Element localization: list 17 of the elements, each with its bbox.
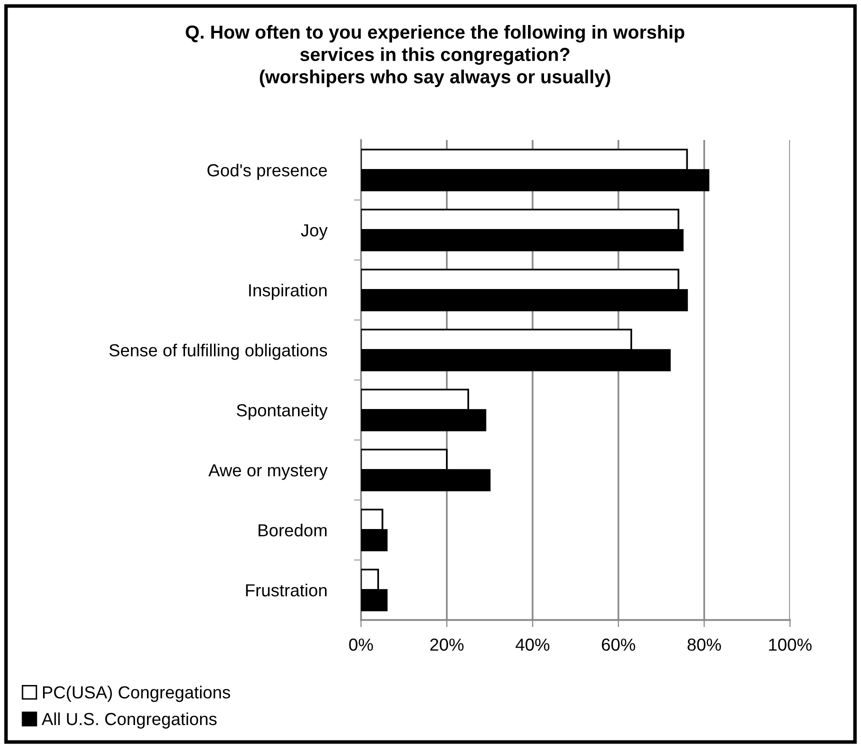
y-tick-label: Joy: [300, 224, 328, 240]
chart-title: Q. How often to you experience the following in worship services in this congregation? (worshipers who say always or usually): [186, 25, 684, 88]
x-tick-label: 0%: [349, 638, 373, 651]
y-tick-label: God's presence: [207, 164, 327, 180]
x-tick-label: 60%: [602, 638, 636, 651]
legend-label: PC(USA) Congregations: [43, 686, 230, 702]
x-tick-label: 100%: [769, 638, 812, 651]
y-tick-label: Awe or mystery: [208, 464, 328, 480]
y-tick-label: Sense of fulfilling obligations: [109, 344, 328, 360]
y-tick-label: Inspiration: [249, 284, 327, 300]
y-tick-label: Frustration: [246, 584, 327, 596]
x-tick-label: 20%: [430, 638, 464, 651]
y-tick-label: Spontaneity: [236, 404, 328, 420]
x-tick-label: 80%: [688, 638, 721, 651]
y-tick-label: Boredom: [258, 524, 327, 536]
x-tick-label: 40%: [516, 638, 550, 651]
legend-label: All U.S. Congregations: [42, 712, 217, 729]
